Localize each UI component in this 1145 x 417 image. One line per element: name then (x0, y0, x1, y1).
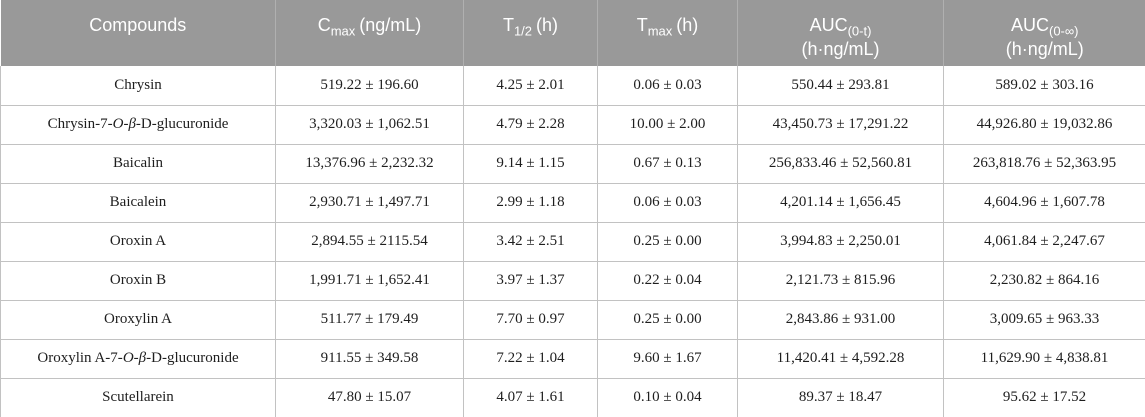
header-label: AUC (1010, 15, 1049, 35)
cmax-cell: 2,894.55 ± 2115.54 (275, 221, 464, 262)
auc0t-cell: 550.44 ± 293.81 (737, 66, 944, 106)
header-subscript: 1/2 (513, 23, 533, 39)
thalf-cell: 7.70 ± 0.97 (463, 299, 598, 340)
auc0inf-cell: 589.02 ± 303.16 (943, 66, 1145, 106)
auc0t-cell: 11,420.41 ± 4,592.28 (737, 338, 944, 379)
compound-cell: Scutellarein (0, 377, 276, 417)
compound-cell: Chrysin-7-O-β-D-glucuronide (0, 104, 276, 145)
header-unit: (h·ng/mL) (1005, 39, 1084, 59)
auc0inf-cell: 95.62 ± 17.52 (943, 377, 1145, 417)
cmax-cell: 2,930.71 ± 1,497.71 (275, 182, 464, 223)
column-header-auc0inf: AUC(0-∞) (h·ng/mL) (943, 0, 1145, 66)
auc0t-cell: 43,450.73 ± 17,291.22 (737, 104, 944, 145)
tmax-cell: 0.22 ± 0.04 (597, 260, 738, 301)
cmax-cell: 47.80 ± 15.07 (275, 377, 464, 417)
table-row: Baicalin 13,376.96 ± 2,232.32 9.14 ± 1.1… (0, 143, 1145, 184)
auc0inf-cell: 3,009.65 ± 963.33 (943, 299, 1145, 340)
table-row: Oroxin A 2,894.55 ± 2115.54 3.42 ± 2.51 … (0, 221, 1145, 262)
cmax-cell: 911.55 ± 349.58 (275, 338, 464, 379)
header-label: Compounds (89, 15, 187, 35)
tmax-cell: 0.25 ± 0.00 (597, 221, 738, 262)
tmax-cell: 10.00 ± 2.00 (597, 104, 738, 145)
tmax-cell: 0.67 ± 0.13 (597, 143, 738, 184)
auc0inf-cell: 4,604.96 ± 1,607.78 (943, 182, 1145, 223)
column-header-thalf: T1/2 (h) (463, 0, 598, 66)
cmax-cell: 1,991.71 ± 1,652.41 (275, 260, 464, 301)
header-unit: (h) (676, 15, 699, 35)
compound-cell: Chrysin (0, 66, 276, 106)
header-label: C (317, 15, 331, 35)
header-label: T (502, 15, 514, 35)
header-label: AUC (809, 15, 848, 35)
table-row: Scutellarein 47.80 ± 15.07 4.07 ± 1.61 0… (0, 377, 1145, 417)
table-row: Chrysin 519.22 ± 196.60 4.25 ± 2.01 0.06… (0, 66, 1145, 106)
header-subscript: (0-t) (847, 23, 872, 39)
thalf-cell: 3.42 ± 2.51 (463, 221, 598, 262)
table-row: Oroxylin A 511.77 ± 179.49 7.70 ± 0.97 0… (0, 299, 1145, 340)
header-unit: (h) (536, 15, 559, 35)
header-subscript: max (647, 23, 673, 39)
column-header-compounds: Compounds (0, 0, 276, 66)
column-header-tmax: Tmax (h) (597, 0, 738, 66)
auc0inf-cell: 263,818.76 ± 52,363.95 (943, 143, 1145, 184)
table-header-row: Compounds Cmax (ng/mL) T1/2 (h) Tmax (h) AU… (0, 0, 1145, 66)
table-body: Chrysin 519.22 ± 196.60 4.25 ± 2.01 0.06… (0, 66, 1145, 417)
compound-cell: Oroxylin A-7-O-β-D-glucuronide (0, 338, 276, 379)
auc0t-cell: 2,121.73 ± 815.96 (737, 260, 944, 301)
cmax-cell: 3,320.03 ± 1,062.51 (275, 104, 464, 145)
thalf-cell: 2.99 ± 1.18 (463, 182, 598, 223)
header-unit: (ng/mL) (359, 15, 422, 35)
thalf-cell: 3.97 ± 1.37 (463, 260, 598, 301)
cmax-cell: 519.22 ± 196.60 (275, 66, 464, 106)
thalf-cell: 4.07 ± 1.61 (463, 377, 598, 417)
auc0inf-cell: 2,230.82 ± 864.16 (943, 260, 1145, 301)
column-header-cmax: Cmax (ng/mL) (275, 0, 464, 66)
tmax-cell: 0.10 ± 0.04 (597, 377, 738, 417)
header-subscript: max (330, 23, 356, 39)
header-label: T (636, 15, 648, 35)
compound-cell: Baicalin (0, 143, 276, 184)
table-row: Oroxin B 1,991.71 ± 1,652.41 3.97 ± 1.37… (0, 260, 1145, 301)
tmax-cell: 9.60 ± 1.67 (597, 338, 738, 379)
table-row: Chrysin-7-O-β-D-glucuronide 3,320.03 ± 1… (0, 104, 1145, 145)
tmax-cell: 0.25 ± 0.00 (597, 299, 738, 340)
column-header-auc0t: AUC(0-t) (h·ng/mL) (737, 0, 944, 66)
auc0inf-cell: 44,926.80 ± 19,032.86 (943, 104, 1145, 145)
compound-cell: Baicalein (0, 182, 276, 223)
table-row: Baicalein 2,930.71 ± 1,497.71 2.99 ± 1.1… (0, 182, 1145, 223)
auc0t-cell: 3,994.83 ± 2,250.01 (737, 221, 944, 262)
compound-cell: Oroxin B (0, 260, 276, 301)
auc0inf-cell: 11,629.90 ± 4,838.81 (943, 338, 1145, 379)
table-row: Oroxylin A-7-O-β-D-glucuronide 911.55 ± … (0, 338, 1145, 379)
auc0t-cell: 2,843.86 ± 931.00 (737, 299, 944, 340)
compound-cell: Oroxylin A (0, 299, 276, 340)
header-subscript: (0-∞) (1049, 23, 1079, 39)
thalf-cell: 4.79 ± 2.28 (463, 104, 598, 145)
tmax-cell: 0.06 ± 0.03 (597, 182, 738, 223)
thalf-cell: 4.25 ± 2.01 (463, 66, 598, 106)
auc0inf-cell: 4,061.84 ± 2,247.67 (943, 221, 1145, 262)
auc0t-cell: 89.37 ± 18.47 (737, 377, 944, 417)
cmax-cell: 13,376.96 ± 2,232.32 (275, 143, 464, 184)
auc0t-cell: 4,201.14 ± 1,656.45 (737, 182, 944, 223)
tmax-cell: 0.06 ± 0.03 (597, 66, 738, 106)
thalf-cell: 7.22 ± 1.04 (463, 338, 598, 379)
header-unit: (h·ng/mL) (801, 39, 880, 59)
auc0t-cell: 256,833.46 ± 52,560.81 (737, 143, 944, 184)
thalf-cell: 9.14 ± 1.15 (463, 143, 598, 184)
compound-cell: Oroxin A (0, 221, 276, 262)
cmax-cell: 511.77 ± 179.49 (275, 299, 464, 340)
